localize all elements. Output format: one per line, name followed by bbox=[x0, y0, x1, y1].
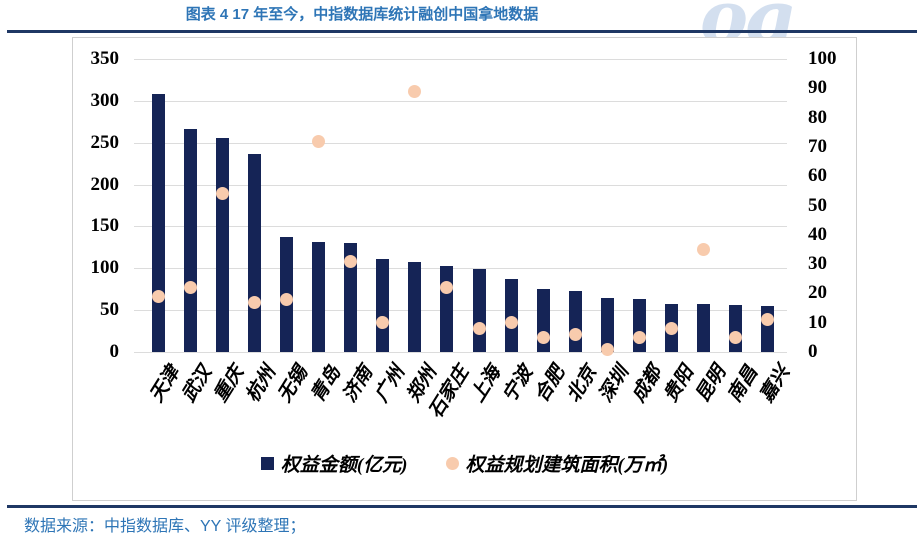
scatter-dot bbox=[504, 316, 518, 330]
legend-square-marker bbox=[260, 457, 274, 470]
bar bbox=[408, 262, 422, 352]
right-axis-tick-label: 70 bbox=[808, 135, 827, 157]
bar bbox=[729, 305, 743, 352]
right-axis-tick-label: 100 bbox=[808, 48, 837, 69]
gridline bbox=[134, 226, 787, 228]
gridline bbox=[134, 142, 787, 144]
scatter-dot bbox=[247, 295, 261, 309]
scatter-dot bbox=[151, 289, 165, 303]
bar bbox=[697, 304, 711, 352]
scatter-dot bbox=[729, 330, 743, 344]
left-axis-tick-label: 300 bbox=[90, 89, 120, 111]
scatter-dot bbox=[344, 254, 358, 268]
bar bbox=[183, 129, 197, 352]
bar bbox=[633, 299, 647, 352]
scatter-dot bbox=[376, 316, 390, 330]
chart-area: 权益金额(亿元) 权益规划建筑面积(万㎡) 350 300 250 200 150 100 5… bbox=[72, 37, 857, 501]
gridline bbox=[134, 184, 787, 186]
scatter-dot bbox=[472, 322, 486, 336]
legend-label: 权益金额(亿元) bbox=[280, 455, 408, 476]
scatter-dot bbox=[536, 330, 550, 344]
scatter-dot bbox=[633, 330, 647, 344]
right-axis-tick-label: 30 bbox=[808, 253, 827, 275]
bar bbox=[568, 290, 582, 352]
x-axis-category-label: 嘉兴 bbox=[756, 362, 795, 407]
gridline bbox=[134, 268, 787, 270]
right-axis-tick-label: 90 bbox=[808, 77, 827, 99]
gridline bbox=[134, 352, 787, 353]
legend-item: 权益规划建筑面积(万㎡) bbox=[445, 450, 669, 477]
data-source-note: 数据来源：中指数据库、YY 评级整理； bbox=[24, 518, 306, 535]
left-axis-tick-label: 50 bbox=[100, 299, 119, 321]
chart-legend: 权益金额(亿元) 权益规划建筑面积(万㎡) bbox=[73, 450, 856, 477]
bar bbox=[151, 94, 165, 352]
bar bbox=[600, 298, 614, 352]
scatter-dot bbox=[665, 322, 679, 336]
bar bbox=[247, 154, 261, 352]
scatter-dot bbox=[215, 187, 229, 201]
top-divider bbox=[7, 30, 917, 33]
bar bbox=[215, 137, 229, 352]
right-axis-tick-label: 60 bbox=[808, 165, 827, 187]
right-axis-tick-label: 10 bbox=[808, 311, 827, 333]
bottom-divider bbox=[7, 505, 917, 508]
right-axis-tick-label: 80 bbox=[808, 106, 827, 128]
left-axis-tick-label: 250 bbox=[90, 131, 120, 153]
scatter-dot bbox=[408, 84, 422, 98]
legend-circle-marker bbox=[445, 457, 459, 470]
right-axis-tick-label: 20 bbox=[808, 282, 827, 304]
left-axis-tick-label: 100 bbox=[90, 257, 120, 279]
bar bbox=[312, 242, 326, 352]
scatter-dot bbox=[312, 134, 326, 148]
figure-title: 图表 4 17 年至今，中指数据库统计融创中国拿地数据 bbox=[185, 6, 539, 23]
right-axis-tick-label: 0 bbox=[808, 341, 818, 362]
scatter-dot bbox=[761, 313, 775, 327]
bar bbox=[440, 265, 454, 352]
bar bbox=[504, 279, 518, 352]
left-axis-tick-label: 150 bbox=[90, 215, 120, 237]
gridline bbox=[134, 59, 787, 60]
scatter-dot bbox=[600, 342, 614, 356]
scatter-dot bbox=[697, 242, 711, 256]
scatter-dot bbox=[279, 292, 293, 306]
legend-item: 权益金额(亿元) bbox=[260, 450, 408, 477]
bar bbox=[344, 243, 358, 352]
gridline bbox=[134, 310, 787, 312]
scatter-dot bbox=[440, 281, 454, 295]
scatter-dot bbox=[183, 281, 197, 295]
bar bbox=[376, 259, 390, 352]
bar bbox=[472, 269, 486, 352]
right-axis-tick-label: 50 bbox=[808, 194, 827, 216]
scatter-dot bbox=[568, 327, 582, 341]
legend-label: 权益规划建筑面积(万㎡) bbox=[465, 455, 669, 476]
left-axis-tick-label: 200 bbox=[90, 173, 120, 195]
left-axis-tick-label: 0 bbox=[109, 341, 120, 362]
gridline bbox=[134, 100, 787, 102]
left-axis-tick-label: 350 bbox=[90, 48, 120, 69]
right-axis-tick-label: 40 bbox=[808, 223, 827, 245]
